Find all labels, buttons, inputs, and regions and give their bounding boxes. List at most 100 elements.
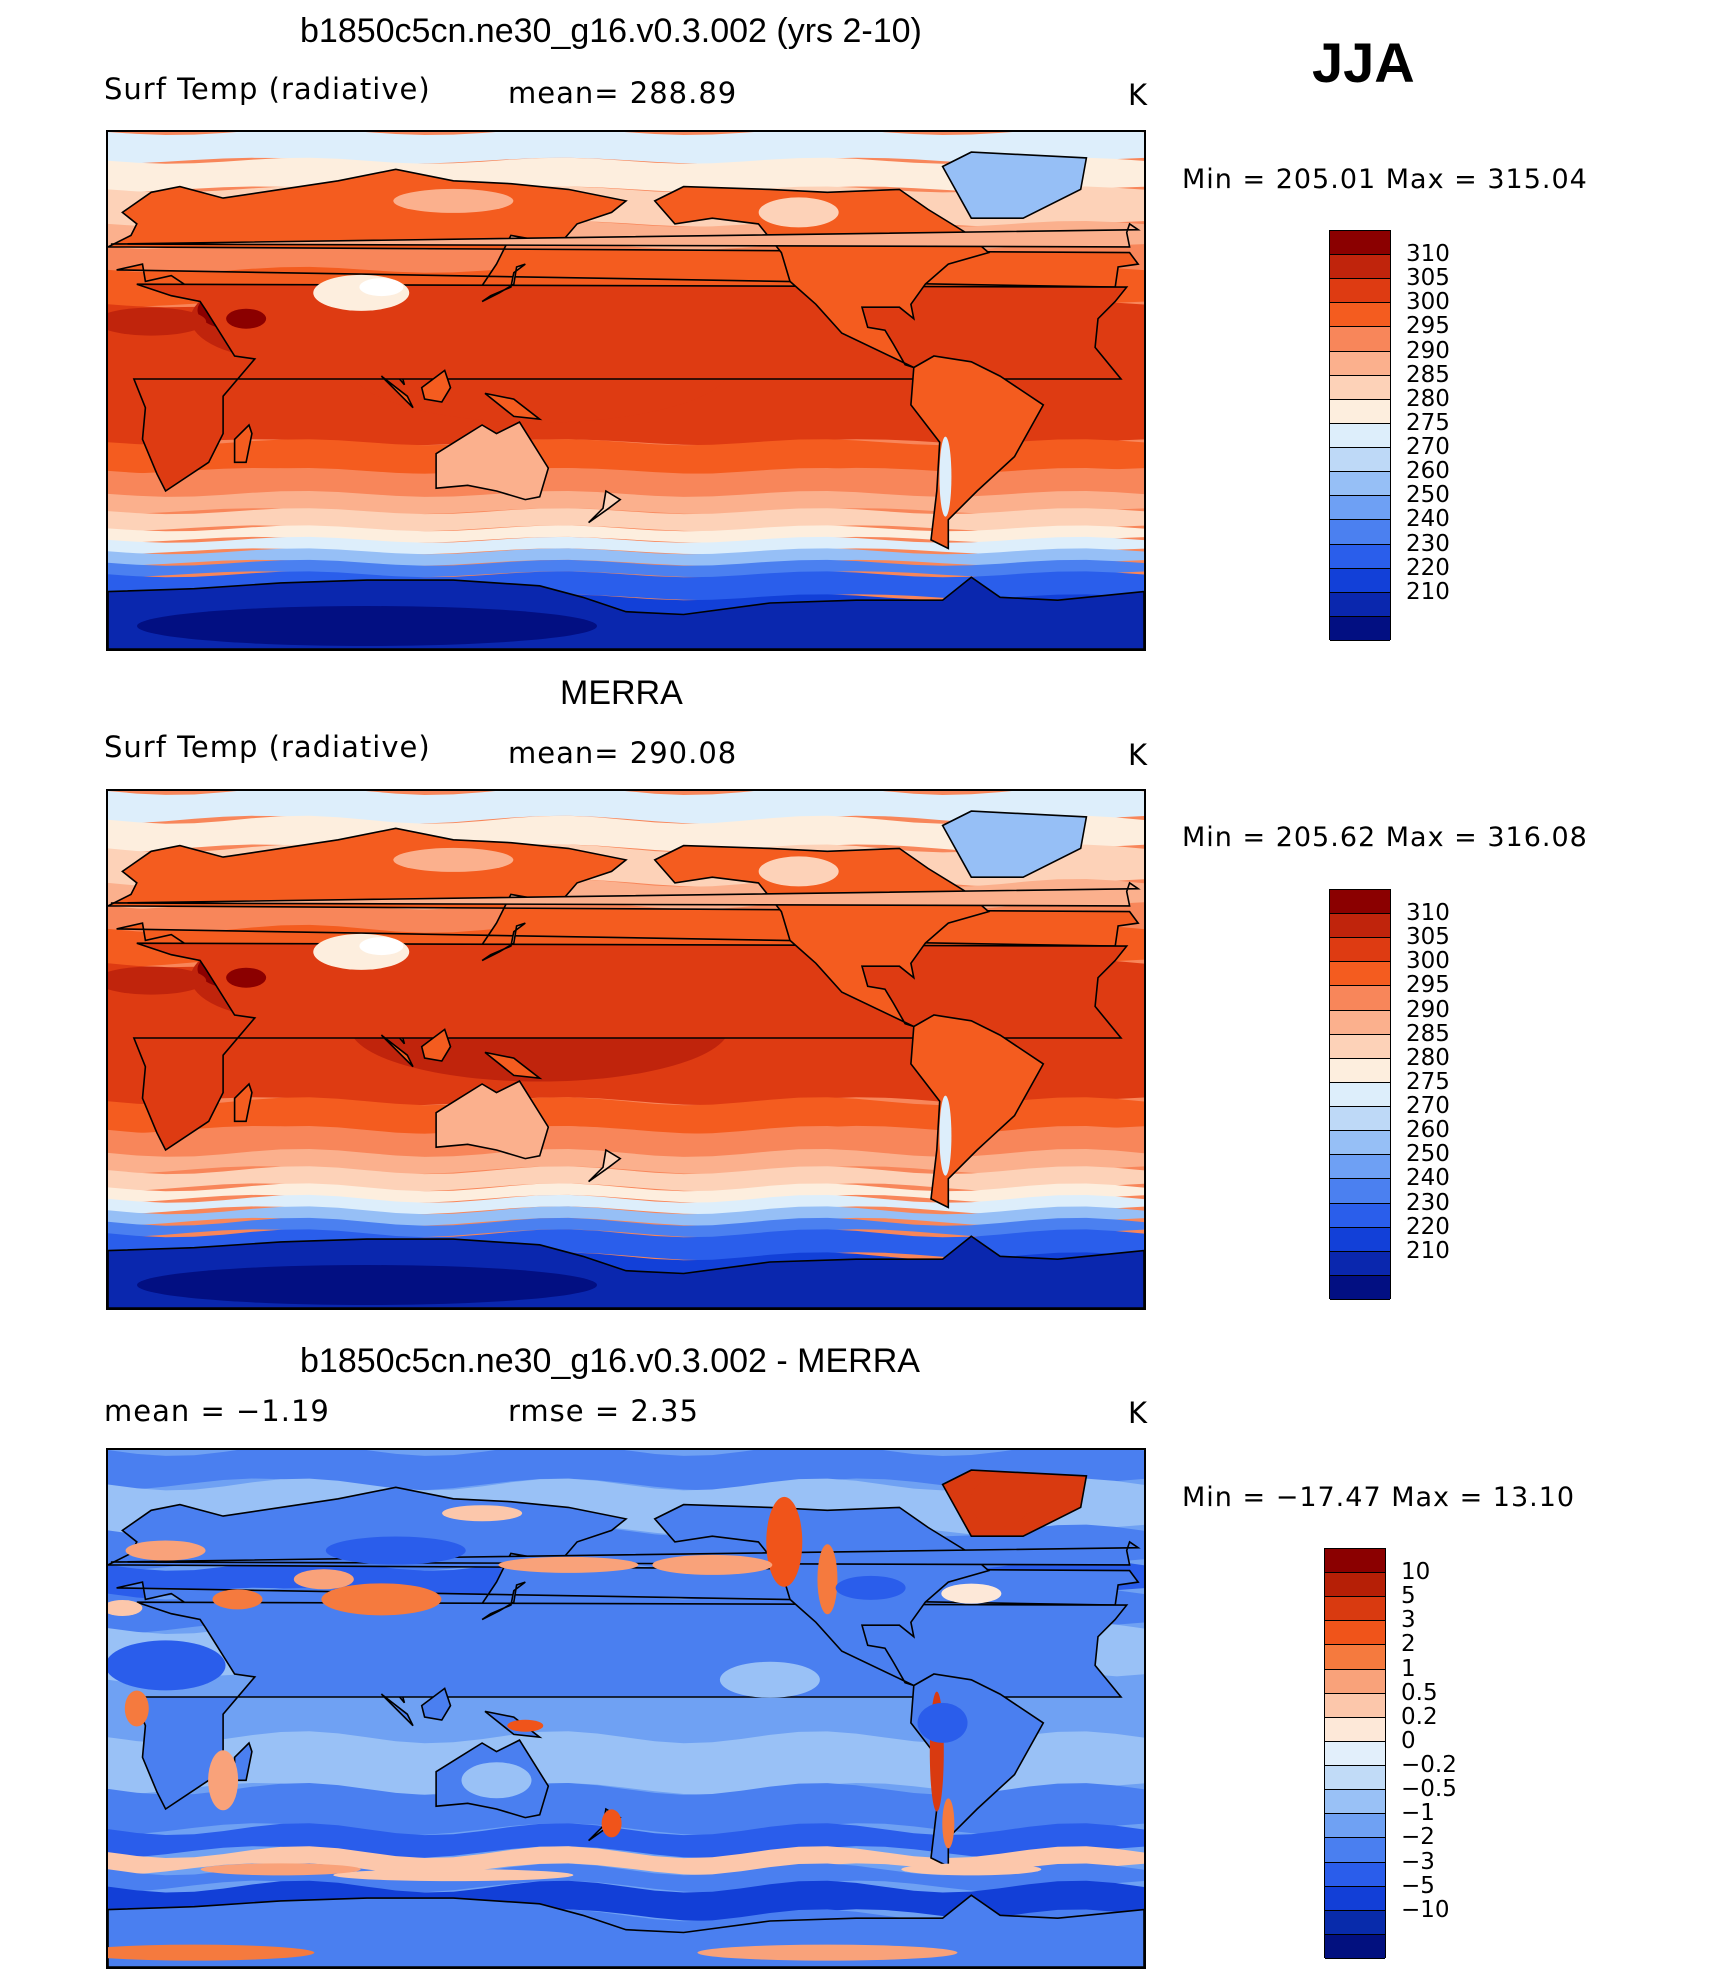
colorbar-box bbox=[1330, 592, 1390, 617]
colorbar-tick-label: 285 bbox=[1406, 361, 1450, 388]
field-band bbox=[108, 1206, 1144, 1226]
anomaly-cold bbox=[719, 1661, 820, 1698]
anomaly-warm bbox=[697, 1944, 958, 1961]
colorbar-box bbox=[1330, 1131, 1390, 1156]
colorbar-tick-label: −0.5 bbox=[1401, 1776, 1457, 1803]
colorbar-box bbox=[1325, 1573, 1385, 1598]
colorbar-box bbox=[1330, 1058, 1390, 1083]
field-band bbox=[108, 1846, 1144, 1876]
colorbar-box bbox=[1330, 1010, 1390, 1035]
anomaly-warm bbox=[601, 1809, 622, 1838]
colorbar-box bbox=[1330, 914, 1390, 939]
unit-label-obs: K bbox=[1128, 738, 1149, 772]
colorbar-tick-label: 305 bbox=[1406, 265, 1450, 292]
anomaly-cold bbox=[835, 1575, 906, 1600]
colorbar-tick-label: −5 bbox=[1401, 1872, 1435, 1899]
colorbar-box bbox=[1325, 1838, 1385, 1863]
panel-title-diff: b1850c5cn.ne30_g16.v0.3.002 - MERRA bbox=[300, 1342, 920, 1380]
colorbar-box bbox=[1330, 327, 1390, 352]
colorbar-box bbox=[1330, 616, 1390, 641]
field-blob bbox=[758, 856, 839, 887]
mean-label-diff: mean = −1.19 bbox=[104, 1394, 330, 1428]
colorbar-tick-label: 270 bbox=[1406, 1093, 1450, 1120]
anomaly-warm bbox=[970, 1476, 1031, 1527]
field-band bbox=[108, 1863, 1144, 1893]
colorbar-tick-label: 0 bbox=[1401, 1727, 1416, 1754]
colorbar-tick-label: 240 bbox=[1406, 1165, 1450, 1192]
field-band bbox=[108, 1149, 1144, 1175]
colorbar-tick-label: 1 bbox=[1401, 1655, 1416, 1682]
continent-borneo bbox=[420, 1028, 452, 1062]
colorbar-box bbox=[1325, 1766, 1385, 1791]
colorbar-tick-label: 260 bbox=[1406, 458, 1450, 485]
anomaly-warm bbox=[200, 1863, 361, 1876]
colorbar-box bbox=[1325, 1814, 1385, 1839]
unit-label-diff: K bbox=[1128, 1396, 1149, 1430]
field-blob bbox=[137, 1265, 597, 1306]
anomaly-warm bbox=[212, 1589, 263, 1610]
colorbar-obs: 310 305 300 295 290 285 280 275 270 260 250 240 230 2… bbox=[1329, 889, 1450, 1300]
field-band bbox=[108, 1166, 1144, 1192]
field-band bbox=[108, 525, 1144, 543]
field-blob bbox=[393, 847, 514, 872]
continent-nz bbox=[588, 1148, 622, 1183]
colorbar-tick-label: 250 bbox=[1406, 1141, 1450, 1168]
continent-borneo bbox=[420, 369, 452, 403]
colorbar-box bbox=[1330, 890, 1390, 915]
anomaly-warm bbox=[941, 1583, 1002, 1604]
anomaly-warm bbox=[766, 1496, 803, 1587]
colorbar-tick-label: 210 bbox=[1406, 1237, 1450, 1264]
mean-label-model: mean= 288.89 bbox=[508, 76, 738, 110]
colorbar-tick-label: 310 bbox=[1406, 241, 1450, 268]
colorbar-box bbox=[1330, 962, 1390, 987]
colorbar-model: 310 305 300 295 290 285 280 275 270 260 250 240 230 2… bbox=[1329, 230, 1450, 641]
map-diff-svg bbox=[108, 1450, 1144, 1967]
colorbar-box bbox=[1330, 1275, 1390, 1300]
field-band bbox=[108, 1217, 1144, 1238]
field-blob bbox=[226, 967, 267, 988]
colorbar-box bbox=[1325, 1741, 1385, 1767]
field-blob bbox=[939, 1095, 952, 1176]
anomaly-warm bbox=[652, 1554, 773, 1575]
anomaly-warm bbox=[108, 1944, 315, 1961]
field-band bbox=[108, 559, 1144, 578]
colorbar-tick-label: 285 bbox=[1406, 1020, 1450, 1047]
colorbar-tick-label: 220 bbox=[1406, 1213, 1450, 1240]
anomaly-warm bbox=[208, 1750, 239, 1811]
colorbar-box bbox=[1330, 1203, 1390, 1228]
colorbar-box bbox=[1330, 375, 1390, 400]
continent-sumatra bbox=[380, 375, 414, 409]
continent-namerica bbox=[653, 185, 991, 369]
colorbar-tick-label: −10 bbox=[1401, 1896, 1450, 1923]
colorbar-tick-label: 5 bbox=[1401, 1583, 1416, 1610]
field-blob bbox=[359, 937, 404, 956]
colorbar-tick-label: 300 bbox=[1406, 289, 1450, 316]
colorbar-box bbox=[1330, 568, 1390, 593]
colorbar-box bbox=[1330, 938, 1390, 963]
anomaly-warm bbox=[108, 1599, 143, 1616]
field-band bbox=[108, 468, 1144, 497]
colorbar-tick-label: 275 bbox=[1406, 1068, 1450, 1095]
continent-greenland bbox=[941, 151, 1088, 219]
minmax-model: Min = 205.01 Max = 315.04 bbox=[1182, 164, 1588, 195]
colorbar-box bbox=[1330, 255, 1390, 280]
field-band bbox=[108, 1097, 1144, 1134]
field-band bbox=[108, 1783, 1144, 1836]
field-band bbox=[108, 1731, 1144, 1795]
field-band bbox=[108, 1126, 1144, 1157]
field-band bbox=[108, 1450, 1144, 1491]
colorbar-tick-label: 0.5 bbox=[1401, 1679, 1438, 1706]
colorbar-tick-label: 305 bbox=[1406, 924, 1450, 951]
colorbar-tick-label: −2 bbox=[1401, 1824, 1435, 1851]
colorbar-box bbox=[1330, 520, 1390, 545]
colorbar-box bbox=[1325, 1669, 1385, 1694]
field-blob bbox=[939, 436, 952, 517]
anomaly-warm bbox=[817, 1544, 838, 1615]
anomaly-warm bbox=[333, 1869, 574, 1882]
field-band bbox=[108, 1183, 1144, 1203]
colorbar-tick-label: 295 bbox=[1406, 313, 1450, 340]
continent-japan bbox=[481, 1581, 526, 1621]
anomaly-warm bbox=[507, 1719, 544, 1732]
field-band bbox=[108, 508, 1144, 532]
field-band bbox=[108, 536, 1144, 555]
